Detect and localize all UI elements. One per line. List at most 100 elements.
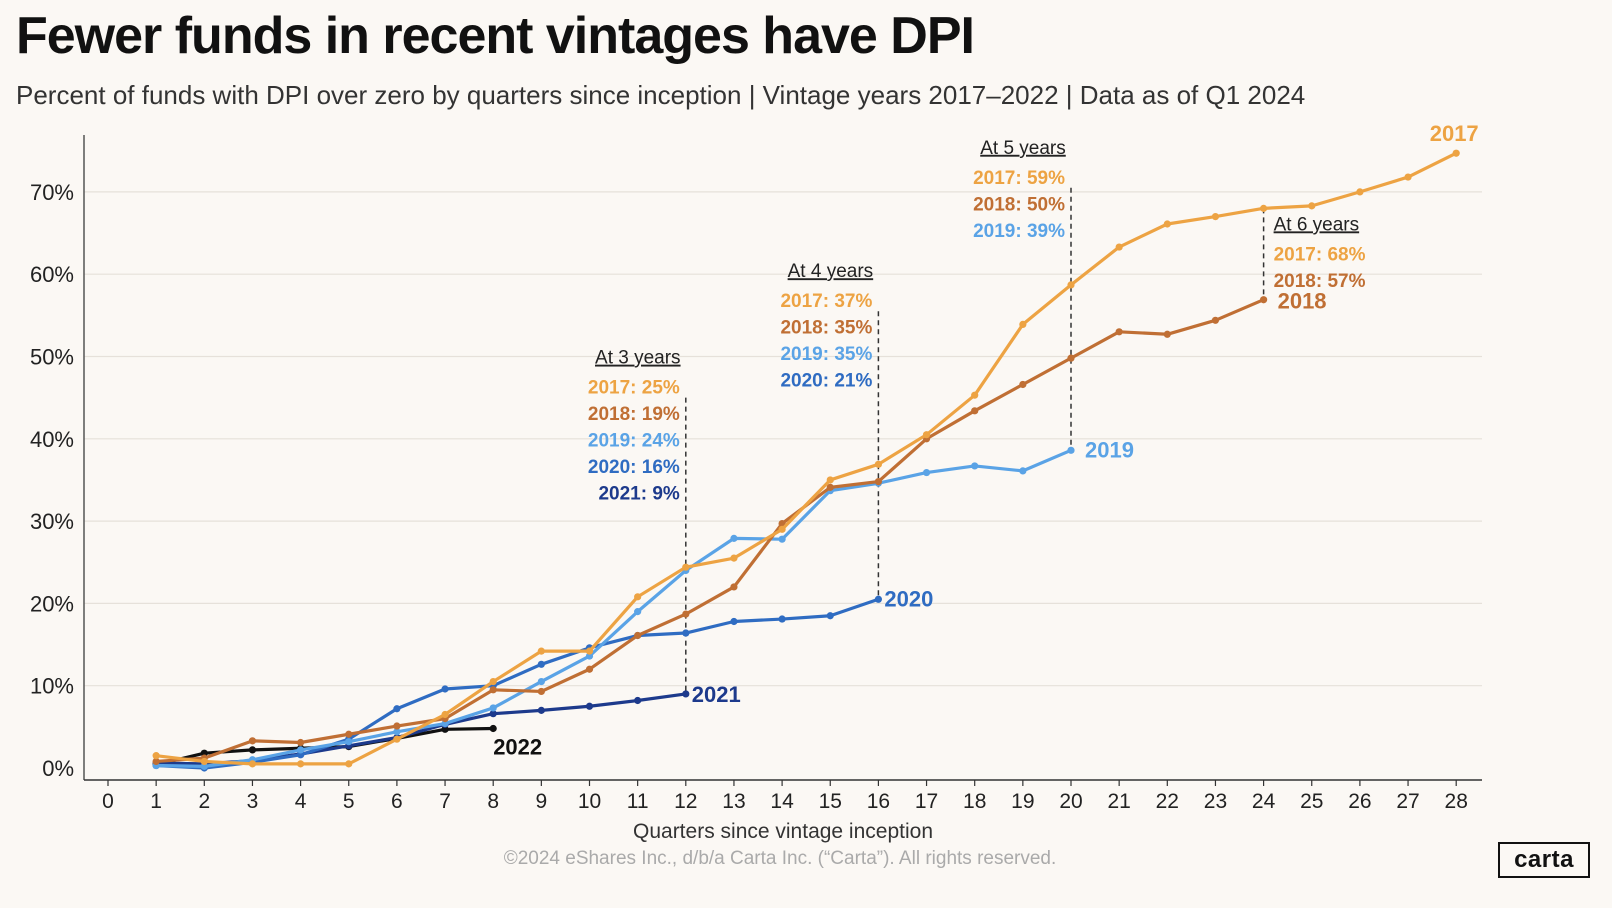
data-point-2018 [634, 631, 642, 640]
series-line-2020 [154, 597, 881, 770]
data-point-2022 [200, 749, 208, 757]
x-tick-label: 4 [295, 790, 307, 813]
data-point-2019 [441, 719, 449, 728]
data-point-2018 [297, 738, 305, 747]
data-point-2020 [730, 617, 738, 626]
data-point-2018 [1163, 330, 1171, 338]
data-point-2017 [1260, 204, 1268, 212]
series-label-2022: 2022 [493, 734, 542, 759]
data-point-2020 [297, 751, 305, 759]
x-tick-label: 21 [1107, 790, 1130, 813]
annotation-value: 2018: 19% [588, 404, 680, 425]
series-label-2021: 2021 [692, 682, 741, 707]
x-tick-label: 13 [722, 790, 745, 813]
data-point-2018 [489, 686, 497, 694]
y-tick-label: 70% [30, 180, 74, 205]
x-tick-label: 15 [819, 790, 842, 813]
annotation-value: 2017: 59% [973, 168, 1065, 189]
series-label-2018: 2018 [1278, 289, 1327, 314]
data-point-2018 [874, 477, 883, 486]
annotation-value: 2017: 37% [780, 291, 872, 312]
data-point-2017 [1163, 220, 1171, 228]
data-point-2018 [1260, 296, 1268, 304]
data-point-2017 [1452, 149, 1460, 157]
data-point-2017 [922, 431, 931, 439]
y-tick-label: 50% [30, 345, 74, 370]
x-tick-label: 0 [102, 790, 114, 813]
x-tick-label: 23 [1204, 790, 1227, 813]
data-point-2019 [1019, 467, 1027, 475]
data-point-2018 [537, 687, 545, 696]
data-point-2019 [297, 746, 305, 754]
x-tick-label: 9 [536, 790, 548, 813]
x-tick-label: 17 [915, 790, 938, 813]
chart-subtitle: Percent of funds with DPI over zero by q… [16, 80, 1306, 110]
data-point-2017 [248, 760, 257, 768]
data-point-2019 [200, 762, 208, 770]
data-point-2017 [200, 757, 208, 766]
data-point-2020 [537, 660, 545, 668]
data-point-2017 [393, 735, 401, 743]
series-line-2017 [154, 151, 1458, 766]
x-tick-label: 10 [578, 790, 601, 813]
data-point-2020 [826, 612, 834, 620]
x-tick-label: 8 [487, 790, 499, 813]
data-point-2019 [730, 534, 738, 542]
data-point-2020 [682, 629, 690, 637]
data-point-2017 [537, 647, 545, 655]
data-point-2021 [634, 696, 642, 705]
x-tick-label: 26 [1348, 790, 1371, 813]
annotation-value: 2018: 57% [1274, 271, 1366, 292]
data-point-2018 [826, 483, 834, 491]
annotation-value: 2019: 24% [588, 431, 680, 452]
data-point-2020 [874, 595, 883, 603]
data-point-2017 [1067, 281, 1075, 289]
data-point-2017 [152, 752, 160, 760]
data-point-2019 [345, 738, 353, 746]
y-tick-label: 60% [30, 262, 74, 287]
data-point-2017 [297, 760, 305, 768]
data-point-2017 [345, 760, 353, 768]
annotation-value: 2018: 50% [973, 194, 1065, 215]
annotation-title: At 5 years [980, 138, 1066, 159]
data-point-2017 [1404, 173, 1412, 181]
data-point-2017 [441, 710, 449, 719]
annotation-title: At 6 years [1274, 214, 1360, 235]
data-point-2018 [393, 722, 401, 730]
data-point-2020 [393, 705, 401, 713]
data-point-2018 [585, 665, 594, 673]
data-point-2017 [585, 647, 594, 655]
x-tick-label: 7 [439, 790, 451, 813]
data-point-2021 [537, 706, 545, 714]
y-tick-label: 10% [30, 674, 74, 699]
data-point-2018 [1067, 354, 1075, 362]
data-point-2022 [248, 746, 257, 754]
x-tick-label: 20 [1059, 790, 1082, 813]
data-point-2020 [778, 615, 786, 623]
series-line-2018 [154, 298, 1266, 764]
data-point-2018 [345, 730, 353, 738]
annotation-value: 2020: 21% [780, 371, 872, 392]
x-tick-label: 2 [198, 790, 210, 813]
annotation-value: 2017: 68% [1274, 244, 1366, 265]
x-tick-label: 6 [391, 790, 403, 813]
annotation-value: 2021: 9% [598, 484, 679, 505]
x-tick-label: 14 [770, 790, 794, 813]
x-tick-label: 24 [1252, 790, 1276, 813]
data-point-2017 [634, 593, 642, 601]
data-point-2021 [489, 710, 497, 718]
series-label-2020: 2020 [884, 586, 933, 611]
data-point-2022 [489, 724, 497, 733]
data-point-2018 [248, 737, 257, 745]
x-tick-label: 18 [963, 790, 986, 813]
x-tick-label: 22 [1156, 790, 1179, 813]
data-point-2017 [1356, 188, 1364, 196]
annotation-value: 2019: 35% [780, 344, 872, 365]
data-point-2017 [971, 391, 979, 399]
series-label-2019: 2019 [1085, 437, 1134, 462]
x-tick-label: 11 [627, 790, 649, 813]
x-tick-label: 12 [674, 790, 697, 813]
data-point-2019 [489, 704, 497, 712]
annotation-title: At 4 years [788, 261, 874, 282]
